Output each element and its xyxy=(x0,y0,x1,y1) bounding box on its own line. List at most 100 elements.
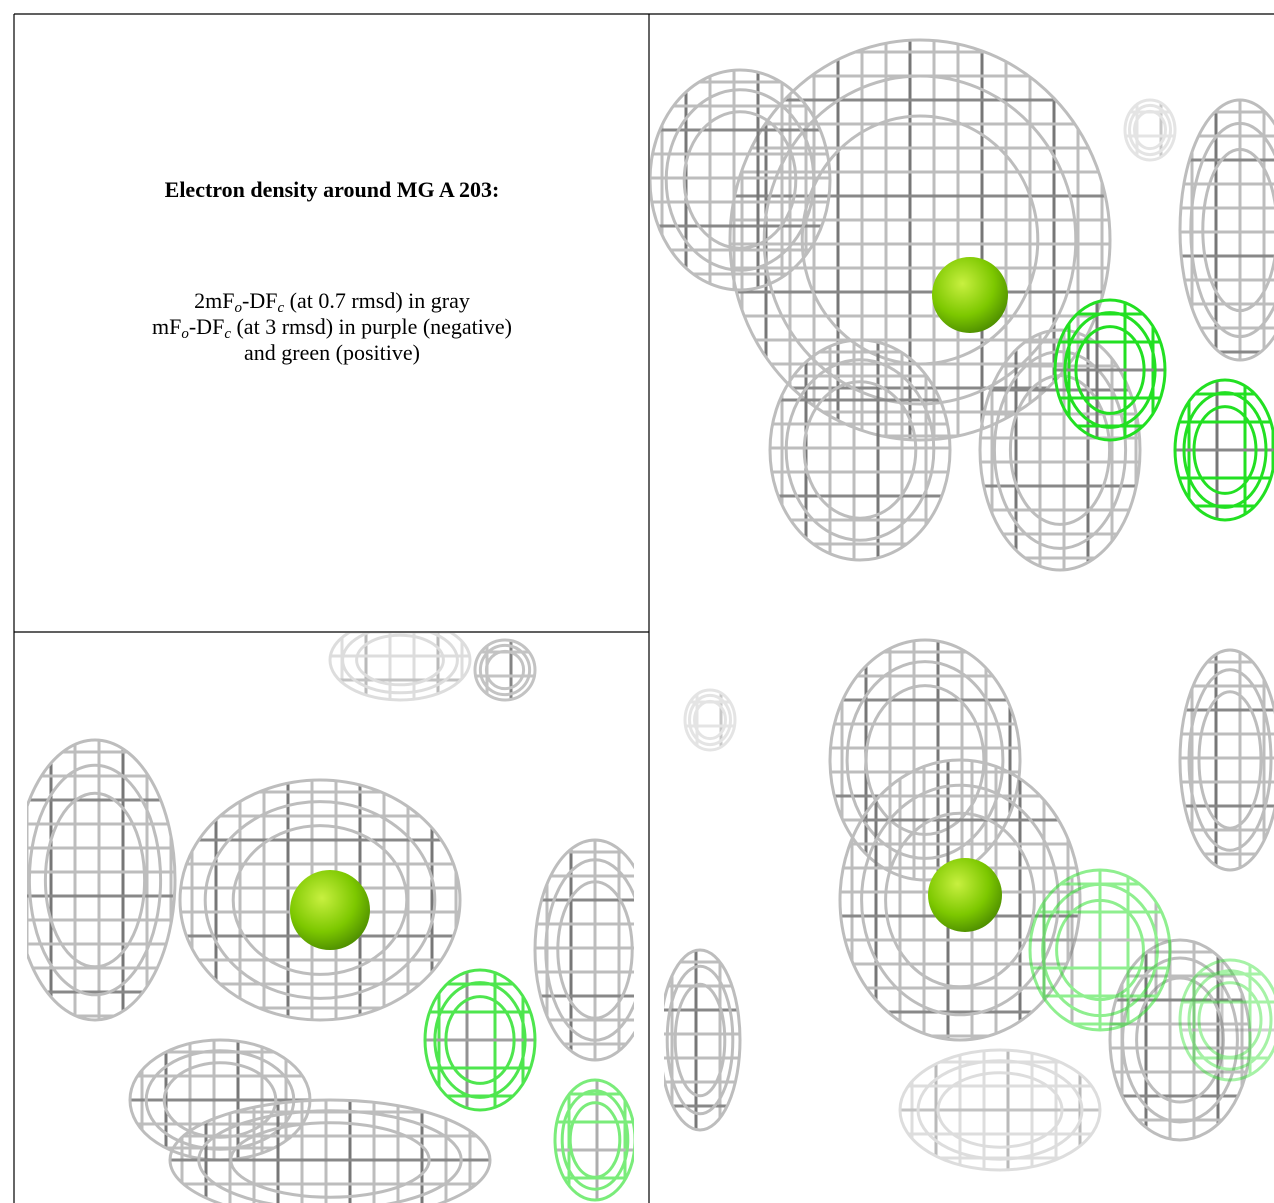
mesh-contour xyxy=(838,758,1082,1042)
mesh-contour xyxy=(444,995,516,1085)
mesh-contour xyxy=(664,88,816,272)
table-borders xyxy=(13,13,1274,1203)
mesh-grid xyxy=(1125,100,1175,160)
mesh-contour xyxy=(1192,405,1258,495)
mesh-contour xyxy=(27,738,177,1022)
text: -DF xyxy=(242,288,278,313)
mesh-contour xyxy=(802,380,918,520)
mesh xyxy=(1178,648,1274,872)
mesh-contour xyxy=(682,110,798,250)
density-panel-1 xyxy=(650,38,1274,572)
mesh-contour xyxy=(1173,378,1274,522)
mesh-contour xyxy=(665,964,735,1116)
mesh xyxy=(1173,378,1274,522)
description-title: Electron density around MG A 203: xyxy=(164,177,500,202)
mesh xyxy=(768,338,952,562)
mesh-contour xyxy=(884,811,1036,989)
subscript: c xyxy=(224,326,231,342)
mesh-grid xyxy=(170,1100,490,1203)
mesh-contour xyxy=(978,328,1142,572)
mesh-contour xyxy=(1178,958,1274,1082)
mesh-contour xyxy=(1201,147,1274,313)
mesh-contour xyxy=(1055,898,1145,1002)
mg-atom xyxy=(928,858,1002,932)
mesh-contour xyxy=(1133,109,1167,151)
mesh-contour xyxy=(683,688,737,752)
mesh xyxy=(1028,868,1172,1032)
mesh-contour xyxy=(898,1048,1102,1172)
mesh-contour xyxy=(688,693,732,747)
mesh-contour xyxy=(178,778,462,1022)
mesh-contour xyxy=(197,1109,463,1203)
mg-atom xyxy=(932,257,1008,333)
mesh xyxy=(728,38,1112,442)
mesh-contour xyxy=(203,800,437,1000)
mesh-contour xyxy=(768,338,952,562)
mesh xyxy=(423,968,537,1112)
mesh-grid xyxy=(1180,960,1274,1080)
mesh-contour xyxy=(664,948,742,1132)
mesh-contour xyxy=(478,643,532,697)
text: 2mF xyxy=(194,288,235,313)
mesh-contour xyxy=(168,1098,492,1203)
mesh-contour xyxy=(1121,956,1239,1124)
mesh-grid xyxy=(730,40,1110,440)
mesh-contour xyxy=(544,858,634,1042)
mesh-contour xyxy=(553,1078,634,1202)
mesh-contour xyxy=(231,824,409,976)
text: (at 0.7 rmsd) in gray xyxy=(284,288,470,313)
mesh-contour xyxy=(650,68,832,292)
mesh-contour xyxy=(1182,391,1268,509)
mesh xyxy=(664,948,742,1132)
mesh-contour xyxy=(936,1071,1064,1149)
mesh-contour xyxy=(1128,103,1172,157)
description-cell: Electron density around MG A 203: 2mFo-D… xyxy=(15,15,649,632)
mesh-contour xyxy=(1028,868,1172,1032)
mesh-contour xyxy=(1008,374,1112,526)
mesh xyxy=(473,638,537,702)
mesh-contour xyxy=(916,1059,1084,1161)
density-panel-3 xyxy=(664,638,1274,1172)
mesh-contour xyxy=(355,633,445,687)
text: (at 3 rmsd) in purple (negative) xyxy=(230,314,512,339)
mesh xyxy=(683,688,737,752)
density-panel-2 xyxy=(27,633,634,1203)
mesh-contour xyxy=(1197,690,1263,830)
mesh xyxy=(128,1038,312,1162)
mesh-contour xyxy=(27,763,163,997)
legend-line: 2mFo-DFc (at 0.7 rmsd) in gray xyxy=(15,288,649,316)
mesh-contour xyxy=(556,880,634,1020)
mesh xyxy=(1178,958,1274,1082)
mesh xyxy=(27,738,177,1022)
text: -DF xyxy=(188,314,225,339)
subscript: o xyxy=(181,326,189,342)
mesh-contour xyxy=(1063,311,1157,429)
mesh-contour xyxy=(1178,98,1274,362)
subscript: c xyxy=(277,300,285,316)
mesh-contour xyxy=(1135,976,1225,1104)
mesh-contour xyxy=(784,358,936,542)
mesh-contour xyxy=(484,649,526,691)
mesh xyxy=(978,328,1142,572)
mesh-contour xyxy=(1053,298,1167,442)
mesh xyxy=(168,1098,492,1203)
mesh-contour xyxy=(341,633,459,695)
mesh-contour xyxy=(1197,981,1263,1059)
mesh xyxy=(1178,98,1274,362)
mesh-contour xyxy=(568,1101,622,1179)
mesh-contour xyxy=(1189,121,1274,339)
mesh xyxy=(553,1078,634,1202)
mesh xyxy=(1123,98,1177,162)
mesh-contour xyxy=(1108,938,1252,1142)
mesh-contour xyxy=(533,838,634,1062)
mesh xyxy=(1053,298,1167,442)
mg-atom xyxy=(290,870,370,950)
mesh xyxy=(533,838,634,1062)
mesh-contour xyxy=(229,1121,431,1199)
mesh-contour xyxy=(473,638,537,702)
mesh-contour xyxy=(800,114,1040,366)
mesh-contour xyxy=(728,38,1112,442)
mesh-contour xyxy=(992,350,1128,550)
